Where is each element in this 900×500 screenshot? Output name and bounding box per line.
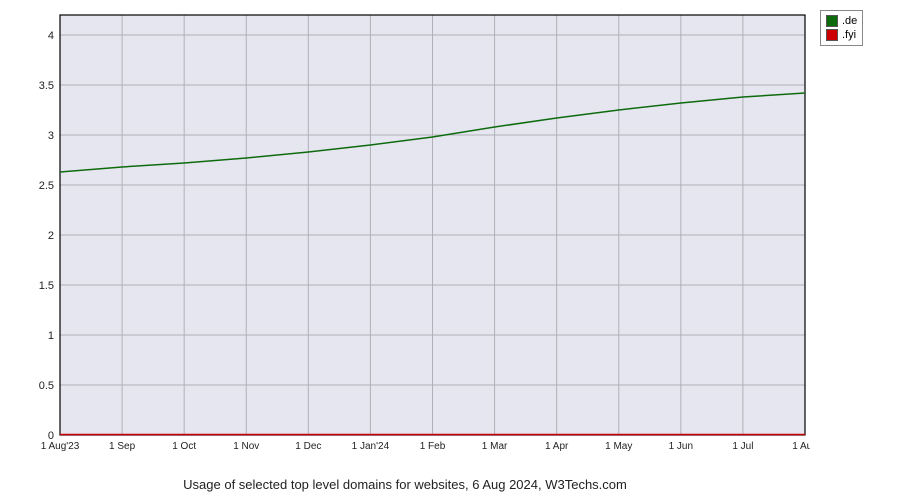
svg-text:1 Sep: 1 Sep [109, 441, 136, 452]
chart-caption: Usage of selected top level domains for … [0, 477, 810, 492]
svg-text:1 Aug: 1 Aug [792, 441, 810, 452]
svg-text:4: 4 [48, 30, 54, 42]
svg-text:1 Feb: 1 Feb [420, 441, 446, 452]
svg-text:1 Jun: 1 Jun [669, 441, 693, 452]
svg-text:0.5: 0.5 [39, 380, 54, 392]
svg-text:3.5: 3.5 [39, 80, 54, 92]
svg-text:2: 2 [48, 230, 54, 242]
svg-text:1: 1 [48, 330, 54, 342]
legend-label: .fyi [842, 28, 856, 42]
chart-area: 00.511.522.533.541 Aug'231 Sep1 Oct1 Nov… [20, 10, 810, 460]
svg-text:1 Jul: 1 Jul [732, 441, 753, 452]
legend: .de.fyi [820, 10, 863, 46]
svg-text:1 Apr: 1 Apr [545, 441, 569, 452]
chart-container: 00.511.522.533.541 Aug'231 Sep1 Oct1 Nov… [0, 0, 900, 500]
svg-text:1 Nov: 1 Nov [233, 441, 259, 452]
svg-text:1 May: 1 May [605, 441, 632, 452]
line-chart: 00.511.522.533.541 Aug'231 Sep1 Oct1 Nov… [20, 10, 810, 460]
legend-swatch [826, 15, 838, 27]
svg-text:1 Aug'23: 1 Aug'23 [41, 441, 80, 452]
legend-label: .de [842, 14, 857, 28]
legend-item: .de [826, 14, 857, 28]
legend-item: .fyi [826, 28, 857, 42]
svg-text:1 Mar: 1 Mar [482, 441, 508, 452]
svg-text:3: 3 [48, 130, 54, 142]
legend-swatch [826, 29, 838, 41]
svg-text:2.5: 2.5 [39, 180, 54, 192]
svg-text:1 Oct: 1 Oct [172, 441, 196, 452]
svg-text:1 Jan'24: 1 Jan'24 [352, 441, 390, 452]
svg-text:1 Dec: 1 Dec [295, 441, 321, 452]
svg-text:1.5: 1.5 [39, 280, 54, 292]
